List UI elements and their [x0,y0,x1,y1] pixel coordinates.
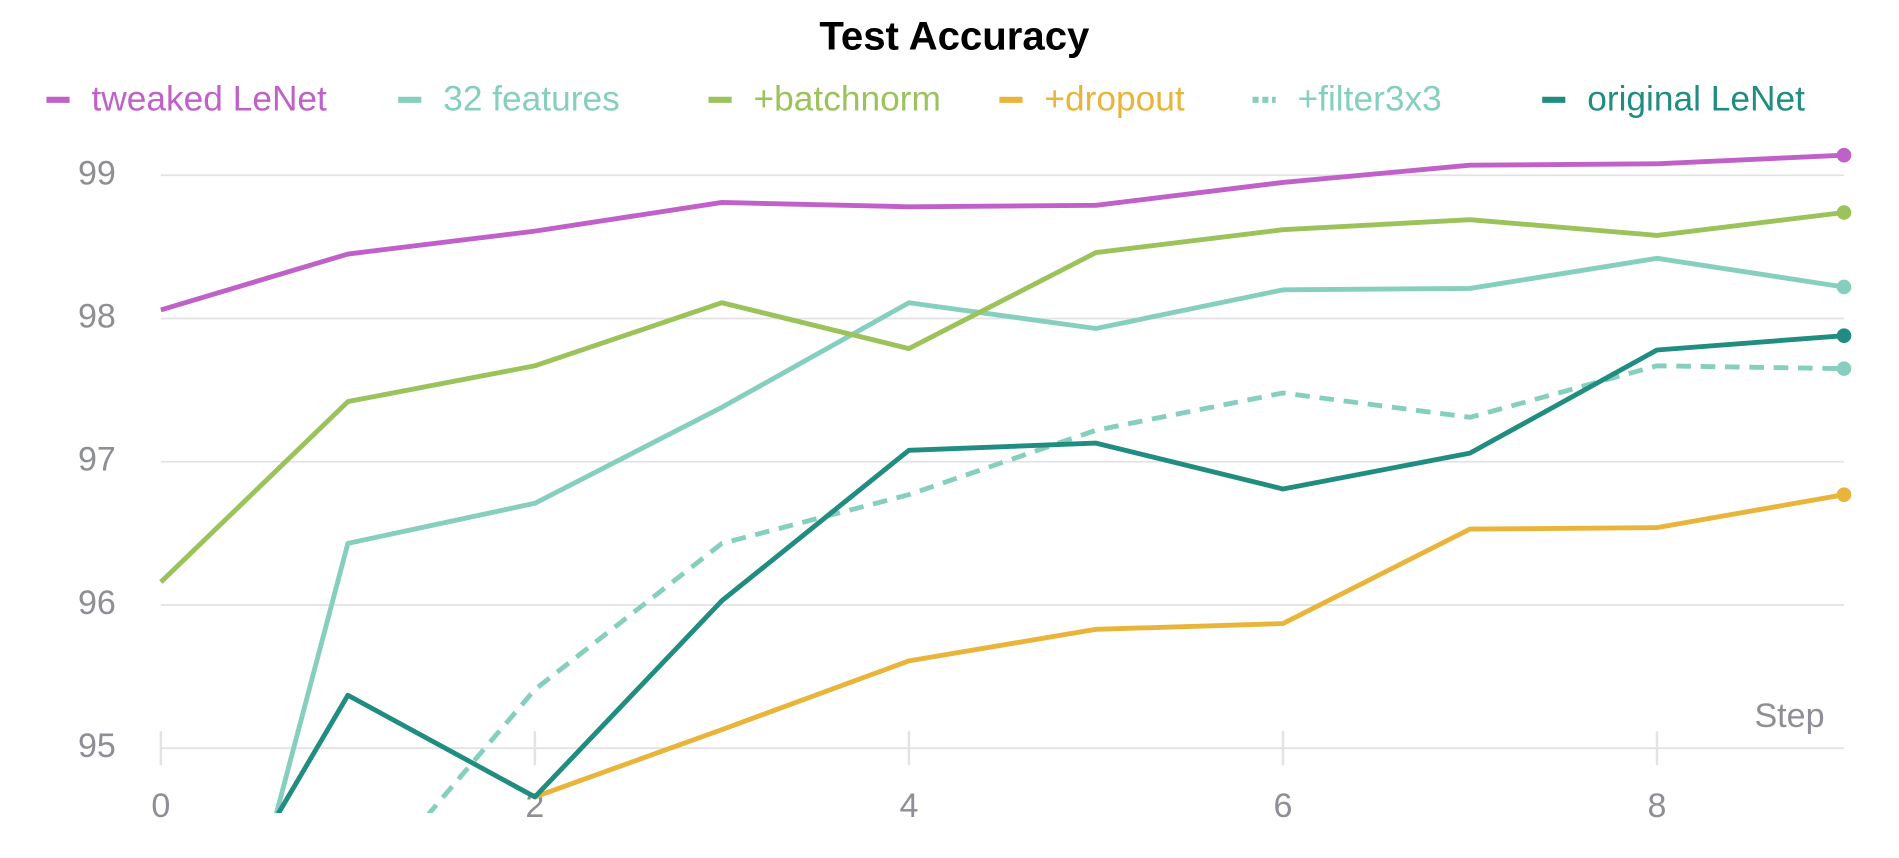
legend-label: 32 features [443,79,620,118]
end-point [1836,328,1852,343]
legend-label: +filter3x3 [1298,79,1442,118]
x-tick-label: 4 [899,787,918,825]
x-tick-label: 6 [1273,787,1292,825]
legend-item: +filter3x3 [1252,79,1442,118]
legend-item: +dropout [999,79,1185,118]
y-tick-label: 99 [78,154,116,192]
legend-label: tweaked LeNet [91,79,327,118]
x-axis-label: Step [1754,697,1824,735]
end-point [1836,147,1852,163]
plot-area [159,152,1845,813]
series-line [275,333,1845,813]
series-line [159,210,1845,584]
end-point [1836,487,1852,502]
y-tick-label: 95 [78,727,116,765]
chart-title: Test Accuracy [819,14,1090,59]
legend-label: +dropout [1044,79,1184,118]
end-point [1836,361,1852,376]
end-point [1836,279,1852,295]
y-tick-label: 96 [78,584,116,622]
x-tick-label: 8 [1648,787,1667,825]
legend-item: +batchnorm [708,79,941,118]
series-line [273,255,1845,813]
legend-item: tweaked LeNet [46,79,327,118]
legend-item: original LeNet [1542,79,1805,118]
x-tick-label: 0 [151,787,170,825]
legend: tweaked LeNet 32 features +batchnorm +dropo… [46,79,1805,118]
y-tick-label: 97 [78,441,116,479]
series-line [534,492,1845,800]
end-point [1836,205,1852,220]
series-line [160,152,1845,313]
legend-label: original LeNet [1587,79,1805,118]
legend-label: +batchnorm [754,79,941,118]
legend-item: 32 features [398,79,620,118]
y-tick-label: 98 [78,297,116,335]
